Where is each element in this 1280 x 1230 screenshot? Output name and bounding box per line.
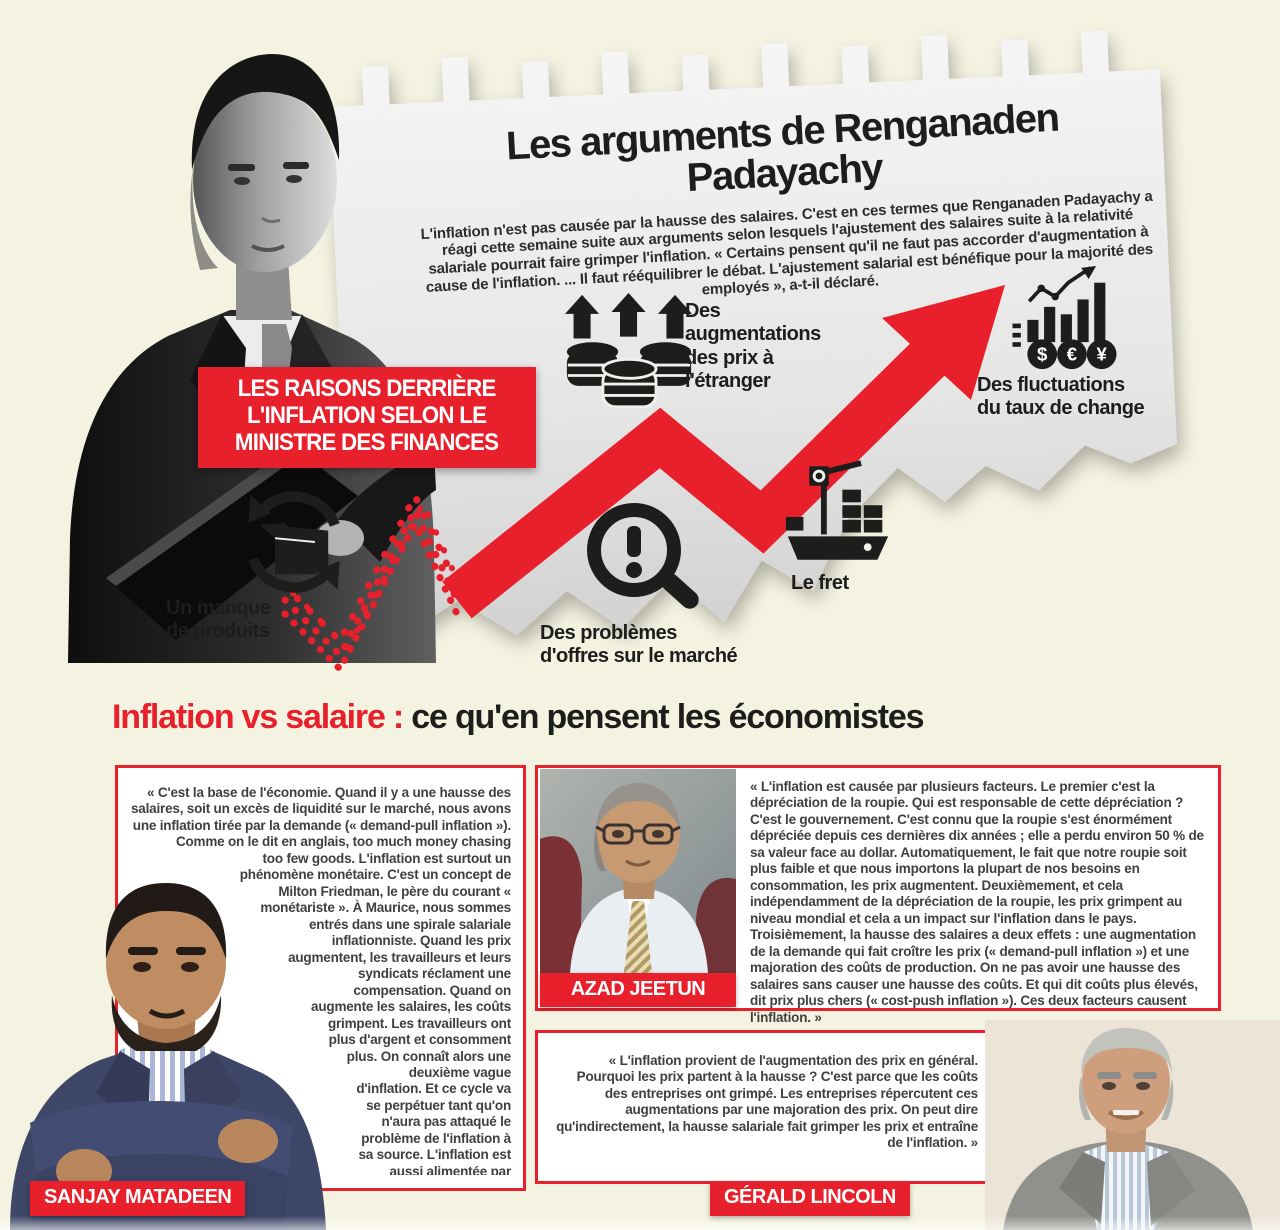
factor-label: Des problèmes d'offres sur le marché xyxy=(540,622,738,668)
factor-freight: Le fret xyxy=(791,572,911,595)
heading-black-part: ce qu'en pensent les économistes xyxy=(411,698,924,736)
factor-label: Le fret xyxy=(791,572,849,594)
svg-text:$: $ xyxy=(1037,344,1048,365)
cargo-ship-icon xyxy=(785,460,889,560)
economists-heading: Inflation vs salaire : ce qu'en pensent … xyxy=(112,698,1212,736)
exchange-rate-chart-icon: $ € ¥ xyxy=(1012,266,1117,370)
factor-prices-abroad: Des augmentations des prix à l'étranger xyxy=(685,300,895,394)
azad-jeetun-photo xyxy=(540,769,736,973)
market-supply-alert-icon xyxy=(587,503,699,609)
name-tag-gerald: GÉRALD LINCOLN xyxy=(710,1181,910,1216)
factor-exchange-rate: Des fluctuations du taux de change xyxy=(977,374,1192,421)
svg-text:¥: ¥ xyxy=(1096,344,1107,365)
factor-label: Un manque de produits xyxy=(166,597,271,643)
name-tag-azad: AZAD JEETUN xyxy=(540,973,736,1007)
factor-label: Des augmentations des prix à l'étranger xyxy=(685,300,821,393)
sanjay-matadeen-photo xyxy=(10,883,326,1230)
factor-market-supply: Des problèmes d'offres sur le marché xyxy=(540,622,770,669)
heading-red-part: Inflation vs salaire : xyxy=(112,698,412,736)
factor-label: Des fluctuations du taux de change xyxy=(977,374,1145,420)
quote-text-azad: « L'inflation est causée par plusieurs f… xyxy=(750,779,1204,1025)
quote-text-sanjay: « C'est la base de l'économie. Quand il … xyxy=(131,785,511,1175)
product-shortage-icon xyxy=(248,491,340,593)
quote-text-gerald: « L'inflation provient de l'augmentation… xyxy=(556,1053,978,1151)
rising-coins-icon xyxy=(565,293,693,409)
quote-text-sanjay-wrap: « C'est la base de l'économie. Quand il … xyxy=(118,768,523,1175)
factor-product-shortage: Un manque de produits xyxy=(166,597,381,644)
reasons-banner-text: LES RAISONS DERRIÈRE L'INFLATION SELON L… xyxy=(235,375,499,456)
bottom-fade-overlay xyxy=(0,1216,1280,1230)
gerald-lincoln-photo xyxy=(985,1020,1280,1230)
torn-paper-background xyxy=(328,30,1177,636)
svg-text:€: € xyxy=(1067,344,1077,365)
trend-arrow xyxy=(281,285,1005,675)
name-tag-sanjay: SANJAY MATADEEN xyxy=(30,1181,246,1216)
reasons-banner: LES RAISONS DERRIÈRE L'INFLATION SELON L… xyxy=(198,367,536,468)
